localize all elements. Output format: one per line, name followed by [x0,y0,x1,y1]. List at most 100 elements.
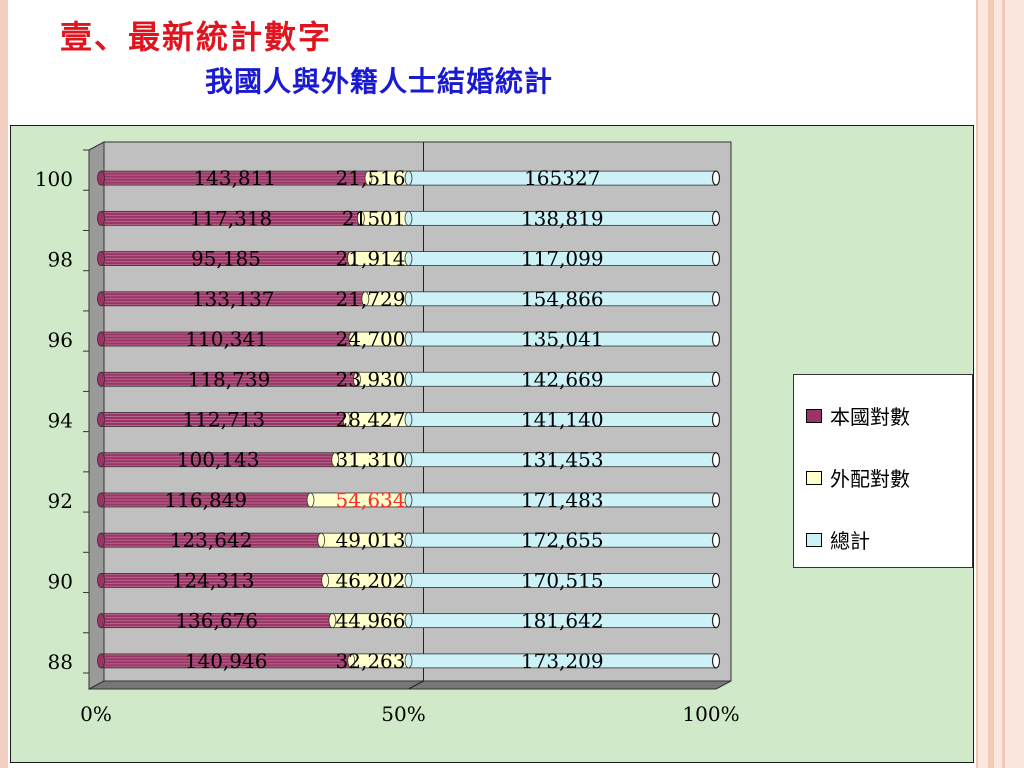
bar-cap-domestic [97,371,105,387]
data-label-total: 117,099 [521,247,604,271]
data-label-total: 170,515 [521,568,604,592]
data-label-domestic: 143,811 [193,166,276,190]
data-label-foreign: 24,700 [336,327,406,351]
y-tick-label: 100 [35,167,73,191]
data-label-foreign: 49,013 [336,528,406,552]
data-label-total: 135,041 [521,327,604,351]
bar-end-cap [711,291,721,307]
bar-cap-domestic [97,653,105,669]
data-label-domestic: 136,676 [175,609,258,633]
chart-back-wall [103,141,732,682]
data-label-total: 141,140 [521,408,604,432]
bar-cap-foreign [353,371,361,387]
data-label-total: 154,866 [521,287,604,311]
bar-cap-total [404,371,413,387]
data-label-total: 181,642 [521,609,604,633]
y-tick-label: 98 [48,248,73,272]
data-label-foreign: 21,914 [336,247,406,271]
data-label-total: 138,819 [521,206,604,230]
data-label-domestic: 110,341 [185,327,268,351]
data-label-domestic: 140,946 [185,649,268,673]
legend-item-total: 總計 [806,525,870,554]
data-label-total: 142,669 [521,367,604,391]
y-tick-label: 94 [48,409,73,433]
data-label-total: 171,483 [521,488,604,512]
y-tick-label: 88 [48,650,73,674]
bar-cap-total [404,210,413,226]
legend-swatch-total [806,532,822,547]
bar-cap-foreign [328,613,337,629]
bar-end-cap [711,210,721,226]
legend-item-foreign: 外配對數 [806,463,910,492]
data-label-foreign: 21,516 [336,166,406,190]
bar-end-cap [711,532,721,548]
bar-cap-domestic [97,251,105,266]
bar-cap-total [404,412,413,427]
bar-end-cap [711,331,721,347]
bar-cap-total [404,251,413,266]
data-label-total: 165327 [524,166,600,190]
bar-cap-total [404,291,413,307]
data-label-foreign: 23,930 [336,367,406,391]
bar-cap-total [404,492,413,508]
y-tick-label: 96 [48,328,73,352]
slide-subtitle: 我國人與外籍人士結婚統計 [205,65,554,98]
x-tick-label: 50% [381,702,425,726]
chart-legend: 本國對數 外配對數 總計 [793,374,973,568]
bar-cap-foreign [306,492,315,508]
bar-cap-domestic [97,573,105,588]
data-label-foreign: 21501 [342,206,406,230]
gridline-50-floor [408,680,424,690]
data-label-foreign: 28,427 [336,408,406,432]
bar-cap-foreign [356,210,365,226]
bar-cap-domestic [97,532,105,548]
legend-swatch-foreign [806,470,822,485]
data-label-foreign: 32,263 [336,649,406,673]
bar-end-cap [711,572,721,589]
legend-label-domestic: 本國對數 [830,405,910,429]
y-tick-label: 92 [48,489,73,513]
bar-cap-foreign [347,251,355,266]
x-tick-label: 100% [682,702,739,726]
bar-end-cap [711,170,721,186]
bar-end-cap [711,452,721,468]
data-label-domestic: 118,739 [188,367,271,391]
bar-cap-foreign [342,412,351,427]
bar-cap-domestic [97,170,105,186]
legend-item-domestic: 本國對數 [806,401,910,430]
legend-label-total: 總計 [830,529,870,553]
x-tick-label: 0% [80,702,112,726]
data-label-foreign: 21,729 [336,287,406,311]
bar-cap-domestic [97,492,105,508]
bar-end-cap [711,250,721,267]
bar-cap-foreign [348,331,357,347]
data-label-foreign: 46,202 [336,568,406,592]
bar-cap-foreign [321,573,330,588]
slide-frame-right [976,0,1024,768]
bar-cap-domestic [97,331,105,347]
data-label-foreign: 31,310 [336,448,406,472]
data-label-foreign: 44,966 [336,609,406,633]
bar-cap-domestic [97,291,105,307]
bar-cap-domestic [97,613,105,629]
data-label-total: 173,209 [521,649,604,673]
bar-cap-foreign [331,452,340,468]
slide-title: 壹、最新統計數字 [60,18,333,56]
bar-end-cap [711,492,721,508]
bar-cap-domestic [97,452,105,468]
chart-svg: 143,811 21,516 165327 117,318 21501 138,819 95… [35,141,740,726]
bar-end-cap [711,613,721,629]
bar-end-cap [711,411,721,428]
slide-frame-left [0,0,8,768]
data-label-domestic: 100,143 [177,448,260,472]
legend-swatch-domestic [806,408,822,423]
bar-cap-foreign [361,291,370,307]
bar-cap-domestic [97,210,105,226]
bar-cap-total [404,170,413,186]
data-label-total: 131,453 [521,448,604,472]
bar-cap-total [404,532,413,548]
bar-end-cap [711,653,721,669]
data-label-domestic: 116,849 [164,488,247,512]
data-label-total: 172,655 [521,528,604,552]
legend-label-foreign: 外配對數 [830,467,910,491]
